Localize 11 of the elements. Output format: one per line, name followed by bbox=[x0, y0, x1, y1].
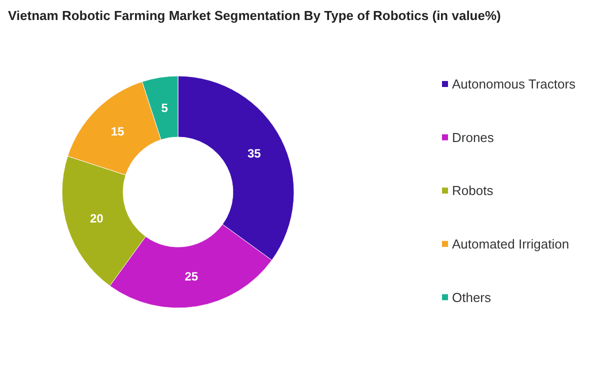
legend-label: Others bbox=[452, 290, 492, 305]
chart-title: Vietnam Robotic Farming Market Segmentation By Type of Robotics (in value%) bbox=[8, 8, 501, 23]
data-label: 25 bbox=[184, 270, 198, 284]
data-label: 35 bbox=[248, 146, 262, 160]
data-label: 15 bbox=[110, 124, 125, 139]
legend-label: Autonomous Tractors bbox=[452, 76, 576, 92]
legend-label: Drones bbox=[452, 130, 494, 145]
data-label: 5 bbox=[161, 100, 168, 115]
data-label: 20 bbox=[90, 212, 104, 226]
legend-label: Robots bbox=[452, 183, 494, 198]
legend-label: Automated Irrigation bbox=[452, 236, 570, 252]
